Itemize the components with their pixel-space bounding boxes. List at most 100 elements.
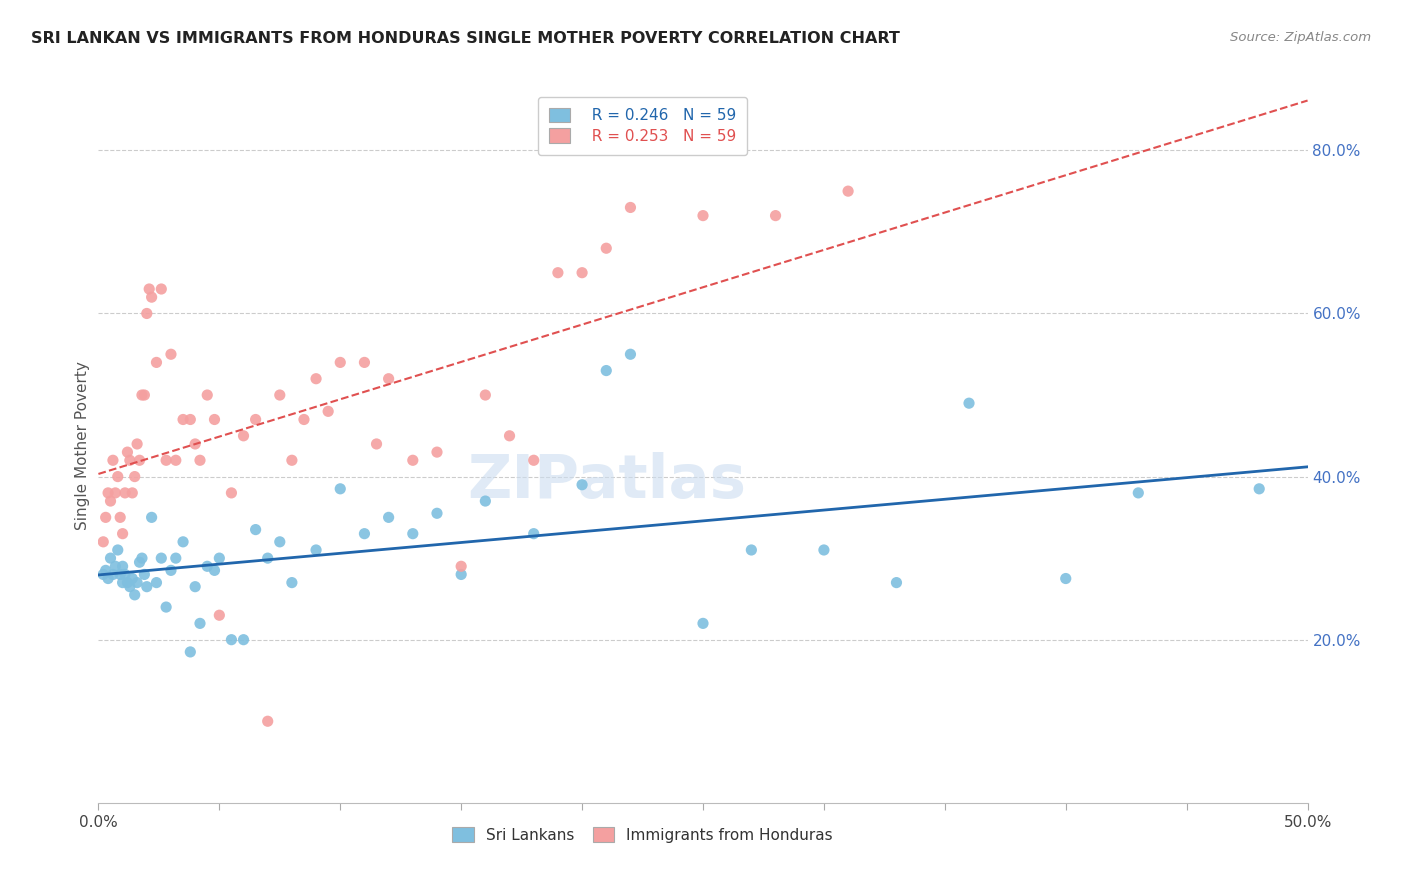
Point <box>256 714 278 729</box>
Point <box>121 486 143 500</box>
Point <box>1054 572 1077 586</box>
Point <box>316 404 339 418</box>
Point <box>179 412 201 426</box>
Point <box>124 469 146 483</box>
Point <box>145 575 167 590</box>
Point <box>150 551 173 566</box>
Point <box>107 469 129 483</box>
Point <box>195 559 218 574</box>
Point <box>692 616 714 631</box>
Point <box>474 494 496 508</box>
Point <box>353 526 375 541</box>
Point <box>131 551 153 566</box>
Point <box>281 453 304 467</box>
Point <box>402 526 425 541</box>
Point <box>155 453 177 467</box>
Point <box>208 608 231 623</box>
Point <box>117 575 139 590</box>
Point <box>221 486 243 500</box>
Point <box>292 412 315 426</box>
Point <box>114 486 136 500</box>
Point <box>155 600 177 615</box>
Point <box>141 290 163 304</box>
Point <box>377 510 399 524</box>
Point <box>305 372 328 386</box>
Point <box>111 559 134 574</box>
Point <box>232 632 254 647</box>
Point <box>523 526 546 541</box>
Point <box>111 575 134 590</box>
Point <box>172 534 194 549</box>
Point <box>118 580 141 594</box>
Point <box>160 347 183 361</box>
Point <box>571 266 593 280</box>
Point <box>100 551 122 566</box>
Point <box>305 543 328 558</box>
Point <box>595 241 617 255</box>
Point <box>128 453 150 467</box>
Point <box>100 494 122 508</box>
Point <box>498 429 520 443</box>
Point <box>135 580 157 594</box>
Point <box>114 567 136 582</box>
Point <box>184 437 207 451</box>
Point <box>426 506 449 520</box>
Point <box>208 551 231 566</box>
Point <box>97 486 120 500</box>
Point <box>91 534 114 549</box>
Point <box>450 567 472 582</box>
Point <box>104 559 127 574</box>
Point <box>450 559 472 574</box>
Point <box>135 306 157 320</box>
Point <box>595 363 617 377</box>
Text: SRI LANKAN VS IMMIGRANTS FROM HONDURAS SINGLE MOTHER POVERTY CORRELATION CHART: SRI LANKAN VS IMMIGRANTS FROM HONDURAS S… <box>31 31 900 46</box>
Point <box>353 355 375 369</box>
Point <box>474 388 496 402</box>
Point <box>108 567 131 582</box>
Point <box>150 282 173 296</box>
Point <box>124 588 146 602</box>
Point <box>131 388 153 402</box>
Point <box>1249 482 1271 496</box>
Point <box>101 567 124 582</box>
Point <box>195 388 218 402</box>
Point <box>256 551 278 566</box>
Point <box>127 575 149 590</box>
Point <box>117 445 139 459</box>
Point <box>97 572 120 586</box>
Point <box>366 437 388 451</box>
Point <box>138 282 160 296</box>
Point <box>165 453 187 467</box>
Point <box>134 388 156 402</box>
Point <box>619 201 641 215</box>
Point <box>765 209 787 223</box>
Point <box>204 412 226 426</box>
Point <box>188 616 211 631</box>
Point <box>188 453 211 467</box>
Point <box>232 429 254 443</box>
Point <box>329 355 352 369</box>
Point <box>145 355 167 369</box>
Point <box>107 543 129 558</box>
Point <box>886 575 908 590</box>
Point <box>837 184 859 198</box>
Point <box>269 534 291 549</box>
Point <box>619 347 641 361</box>
Point <box>329 482 352 496</box>
Point <box>94 510 117 524</box>
Point <box>179 645 201 659</box>
Point <box>692 209 714 223</box>
Point <box>426 445 449 459</box>
Point <box>108 510 131 524</box>
Point <box>127 437 149 451</box>
Point <box>547 266 569 280</box>
Point <box>740 543 762 558</box>
Point <box>523 453 546 467</box>
Point <box>172 412 194 426</box>
Point <box>245 412 267 426</box>
Point <box>134 567 156 582</box>
Point <box>165 551 187 566</box>
Point <box>94 563 117 577</box>
Point <box>111 526 134 541</box>
Point <box>118 453 141 467</box>
